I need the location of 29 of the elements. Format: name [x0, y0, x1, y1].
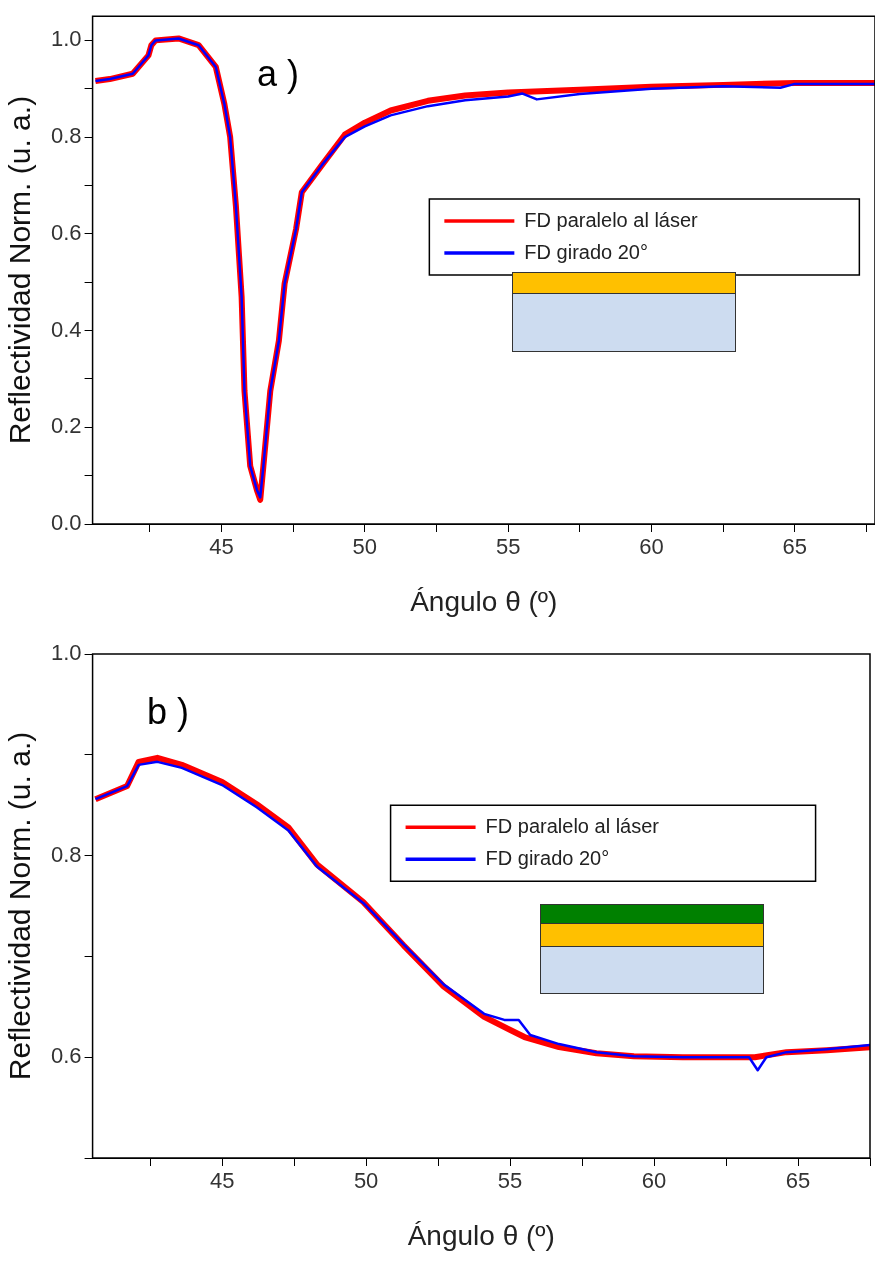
y-tick-label: 0.8 — [50, 841, 82, 867]
x-tick-label: 60 — [639, 534, 664, 560]
legend-label: FD girado 20° — [524, 240, 648, 263]
annotation: b ) — [147, 690, 190, 732]
y-tick-label: 0.2 — [50, 413, 82, 439]
annotation: a ) — [256, 53, 299, 95]
y-tick-label: 1.0 — [50, 26, 82, 52]
x-tick-label: 55 — [495, 534, 521, 560]
x-tick-label: 45 — [209, 534, 234, 560]
x-tick-label: 65 — [785, 1168, 811, 1194]
x-tick-label: 45 — [209, 1168, 235, 1194]
y-tick-label: 0.0 — [50, 510, 82, 536]
x-axis-title: Ángulo θ (º) — [410, 585, 558, 617]
x-tick-label: 65 — [782, 534, 807, 560]
y-tick-label: 1.0 — [50, 640, 82, 666]
x-tick-label: 50 — [352, 534, 378, 560]
y-tick-label: 0.6 — [50, 219, 82, 245]
x-axis-title: Ángulo θ (º) — [407, 1219, 555, 1251]
y-tick-label: 0.6 — [50, 1043, 82, 1069]
y-tick-label: 0.4 — [50, 316, 82, 342]
y-tick-label: 0.8 — [50, 123, 82, 149]
y-axis-title: Reflectividad Norm. (u. a.) — [3, 731, 37, 1081]
legend-label: FD paralelo al láser — [485, 814, 660, 837]
x-tick-label: 60 — [641, 1168, 667, 1194]
legend-label: FD girado 20° — [485, 846, 610, 869]
x-tick-label: 50 — [353, 1168, 379, 1194]
y-axis-title: Reflectividad Norm. (u. a.) — [3, 95, 37, 445]
legend-label: FD paralelo al láser — [524, 208, 699, 231]
x-tick-label: 55 — [497, 1168, 523, 1194]
